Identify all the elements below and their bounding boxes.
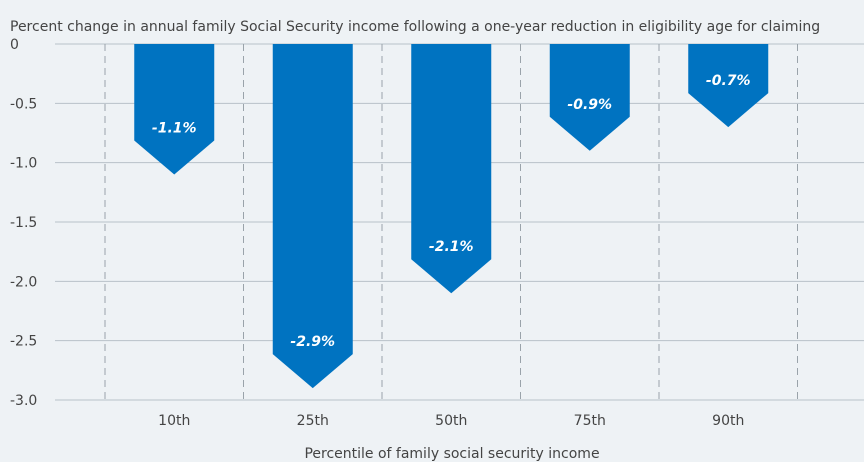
chart-title: Percent change in annual family Social S… [10, 19, 820, 35]
bar [549, 44, 630, 151]
y-tick-label: -2.0 [10, 274, 37, 290]
data-label: -2.1% [429, 239, 474, 255]
x-tick-label: 25th [297, 413, 329, 429]
data-label: -0.9% [567, 97, 612, 113]
x-axis-label: Percentile of family social security inc… [304, 446, 599, 462]
y-axis-ticks: 0 -0.5 -1.0 -1.5 -2.0 -2.5 -3.0 [10, 37, 37, 409]
y-tick-label: -1.5 [10, 215, 37, 231]
x-tick-label: 10th [158, 413, 190, 429]
x-axis-ticks: 10th 25th 50th 75th 90th [158, 413, 744, 429]
y-tick-label: -0.5 [10, 96, 37, 112]
data-label: -0.7% [706, 73, 751, 89]
y-tick-label: -1.0 [10, 156, 37, 172]
x-tick-label: 90th [712, 413, 744, 429]
x-tick-label: 75th [574, 413, 606, 429]
y-tick-label: -3.0 [10, 393, 37, 409]
bar [272, 44, 353, 389]
data-label: -2.9% [290, 334, 335, 350]
bar [411, 44, 492, 294]
y-tick-label: -2.5 [10, 334, 37, 350]
data-label: -1.1% [152, 121, 197, 137]
bar [134, 44, 215, 175]
x-tick-label: 50th [435, 413, 467, 429]
bar [688, 44, 769, 128]
bars: -1.1% -2.9% -2.1% -0.9% -0.7% [134, 44, 769, 389]
y-tick-label: 0 [10, 37, 19, 53]
